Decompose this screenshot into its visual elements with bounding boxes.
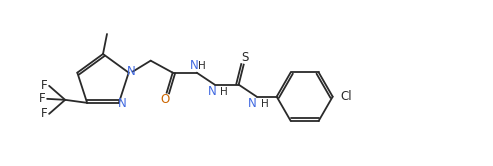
Text: O: O	[160, 93, 169, 106]
Text: N: N	[248, 97, 257, 110]
Text: F: F	[41, 107, 47, 120]
Text: N: N	[117, 97, 126, 110]
Text: Cl: Cl	[341, 90, 352, 103]
Text: H: H	[198, 61, 206, 71]
Text: S: S	[241, 51, 248, 64]
Text: N: N	[209, 85, 217, 98]
Text: F: F	[41, 79, 47, 92]
Text: F: F	[39, 92, 45, 105]
Text: H: H	[220, 87, 227, 97]
Text: H: H	[261, 99, 268, 109]
Text: N: N	[190, 59, 199, 72]
Text: N: N	[127, 65, 136, 78]
